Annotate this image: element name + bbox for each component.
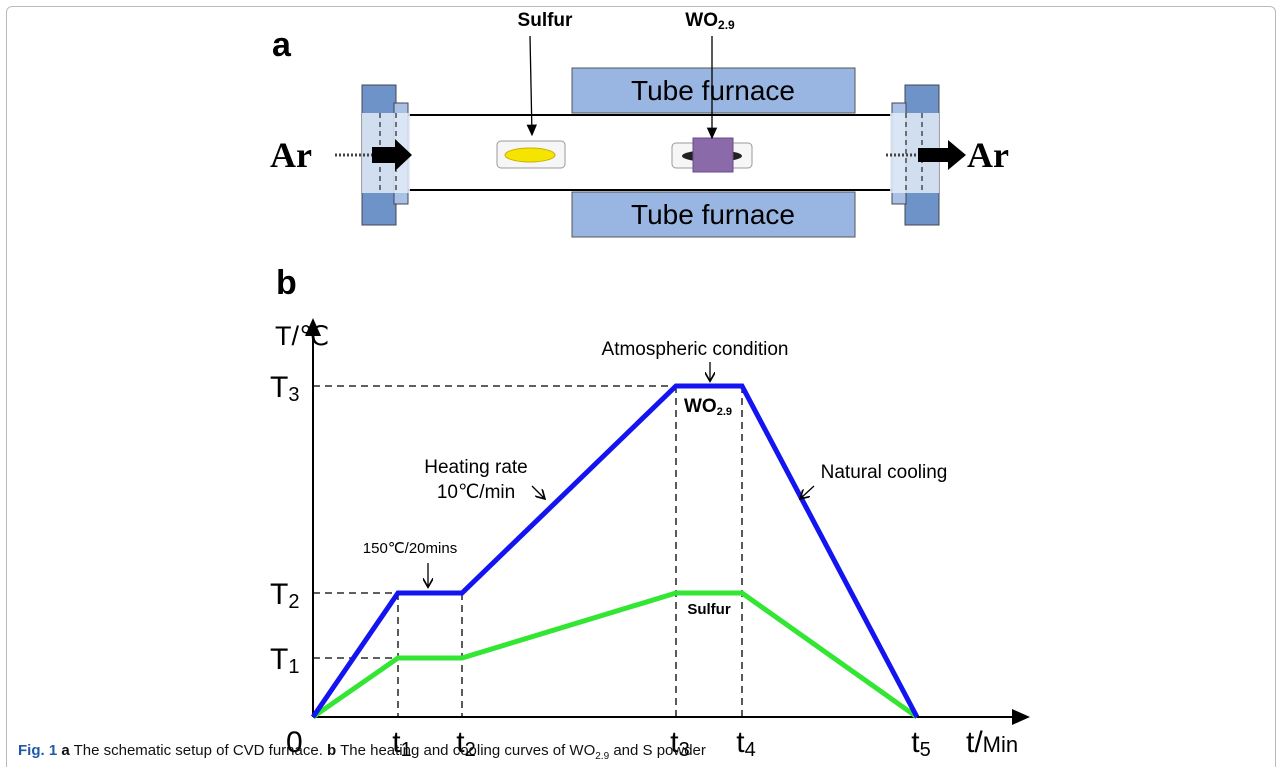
subscript: 2 <box>465 739 476 761</box>
tick-label: t2 <box>456 726 475 761</box>
subscript: 3 <box>288 384 299 406</box>
arrow <box>918 140 966 170</box>
text: T <box>270 371 288 404</box>
subscript: 1 <box>401 739 412 761</box>
tick-label: T2 <box>270 578 299 613</box>
sulfur-label: Sulfur <box>518 10 573 31</box>
text: WO <box>685 10 718 31</box>
text: T <box>270 578 288 611</box>
caption: Fig. 1 a The schematic setup of CVD furn… <box>18 742 706 762</box>
arrow <box>372 139 412 171</box>
furnace <box>571 67 856 114</box>
subscript: 2.9 <box>717 406 732 418</box>
annotation: Heating rate <box>424 457 528 478</box>
text: and S powder <box>609 742 706 759</box>
text: t <box>456 726 465 759</box>
furnace <box>571 191 856 238</box>
annotation: 150℃/20mins <box>363 540 457 557</box>
curve-label: Sulfur <box>687 601 730 618</box>
text: The heating and cooling curves of WO <box>336 742 596 759</box>
text: t <box>670 726 679 759</box>
text: t/ <box>966 726 983 759</box>
text: b <box>327 742 337 759</box>
sulfur-curve <box>311 590 919 720</box>
tick-label: t3 <box>670 726 689 761</box>
subscript: 2.9 <box>595 751 610 762</box>
panel-label: b <box>276 264 297 302</box>
figure-frame <box>6 6 1276 767</box>
subscript: 3 <box>679 739 690 761</box>
furnace-label: Tube furnace <box>631 199 795 230</box>
tick-label: t5 <box>911 726 930 761</box>
tick-label: T3 <box>270 371 299 406</box>
pointer <box>526 35 537 137</box>
subscript: 5 <box>920 739 931 761</box>
pointer <box>801 485 815 498</box>
subscript: 2 <box>288 591 299 613</box>
annotation: Natural cooling <box>821 462 948 483</box>
gas-label: Ar <box>967 135 1009 175</box>
fig-label: Fig. 1 <box>18 742 58 759</box>
wo-label: WO2.9 <box>685 10 735 32</box>
tick-label: T1 <box>270 643 299 678</box>
text: The schematic setup of CVD furnace. <box>69 742 328 759</box>
text: T <box>270 643 288 676</box>
annotation: 10℃/min <box>437 482 515 503</box>
pointer <box>531 485 544 498</box>
tick-label: t4 <box>736 726 755 761</box>
x-axis-label: t/Min <box>966 726 1018 759</box>
curve-label: WO2.9 <box>684 396 732 418</box>
subscript: 4 <box>745 739 756 761</box>
text: t <box>392 726 401 759</box>
subscript: 2.9 <box>718 18 735 32</box>
text: a <box>61 742 70 759</box>
annotation: Atmospheric condition <box>602 339 789 360</box>
furnace-label: Tube furnace <box>631 75 795 106</box>
wo-curve <box>310 383 920 719</box>
gas-label: Ar <box>270 135 312 175</box>
unit: Min <box>983 732 1018 757</box>
y-axis-label: T/℃ <box>275 321 329 351</box>
panel-label: a <box>272 26 292 64</box>
text: WO <box>684 396 717 417</box>
origin-label: 0 <box>286 726 303 759</box>
tick-label: t1 <box>392 726 411 761</box>
text: t <box>736 726 745 759</box>
wo-powder <box>692 137 734 173</box>
text: t <box>911 726 920 759</box>
subscript: 1 <box>288 656 299 678</box>
sulfur-powder <box>504 147 556 163</box>
